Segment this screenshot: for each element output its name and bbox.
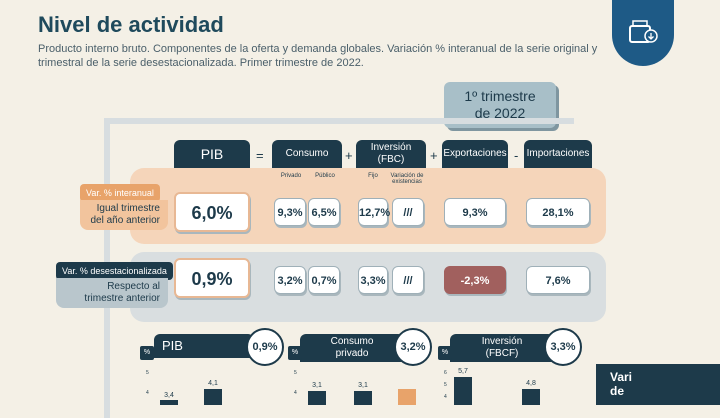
desc-desest-line1: Respecto al bbox=[107, 281, 160, 292]
mini-consumo-tick: 4 bbox=[294, 390, 297, 396]
mini-inversion-tick: 4 bbox=[444, 394, 447, 400]
desc-interanual-line2: del año anterior bbox=[90, 215, 161, 226]
logo-badge bbox=[612, 0, 674, 66]
mini-inversion-tick: 6 bbox=[444, 370, 447, 376]
mini-inversion-badge: 3,3% bbox=[544, 328, 582, 366]
inversion-label-line1: Inversión bbox=[370, 142, 412, 153]
inversion-header: Inversión (FBC) bbox=[356, 140, 426, 168]
mini-consumo-header: Consumo privado bbox=[300, 334, 404, 362]
mini-inversion-bar bbox=[522, 389, 540, 405]
inversion-label-line2: (FBC) bbox=[377, 154, 405, 165]
inversion-existencias-interanual: /// bbox=[392, 198, 424, 226]
mini-consumo-bar-highlight bbox=[398, 389, 416, 405]
privado-label: Privado bbox=[280, 173, 302, 179]
mini-inversion-bar bbox=[454, 377, 472, 405]
consumo-privado-interanual: 9,3% bbox=[274, 198, 306, 226]
operator-equals: = bbox=[256, 148, 264, 163]
mini-pib-tick: 5 bbox=[146, 370, 149, 376]
mini-inversion-bar-label: 5,7 bbox=[458, 368, 468, 375]
mini-consumo-title-line2: privado bbox=[335, 348, 369, 359]
exportaciones-interanual: 9,3% bbox=[444, 198, 506, 226]
inversion-fijo-interanual: 12,7% bbox=[358, 198, 390, 226]
mini-pib-pct: % bbox=[140, 346, 154, 360]
mini-consumo-tick: 5 bbox=[294, 370, 297, 376]
pib-desest-value: 0,9% bbox=[174, 258, 250, 298]
side-panel-line1: Vari bbox=[610, 370, 633, 384]
operator-plus-2: + bbox=[430, 148, 438, 163]
tag-interanual: Var. % interanual bbox=[80, 184, 160, 202]
consumo-publico-desest: 0,7% bbox=[308, 266, 340, 294]
consumo-label: Consumo bbox=[285, 148, 329, 159]
mini-consumo-title-line1: Consumo bbox=[330, 336, 374, 347]
mini-pib-bar bbox=[160, 400, 178, 405]
existencias-label: Variación de existencias bbox=[390, 173, 424, 185]
mini-inversion-bar-label: 4,8 bbox=[526, 380, 536, 387]
desc-interanual-line1: Igual trimestre bbox=[96, 203, 160, 214]
exportaciones-label: Exportaciones bbox=[443, 148, 507, 159]
inversion-fijo-desest: 3,3% bbox=[358, 266, 388, 294]
mini-inversion-title-line1: Inversión bbox=[481, 336, 523, 347]
inversion-existencias-desest: /// bbox=[392, 266, 424, 294]
period-line1: 1º trimestre bbox=[464, 88, 536, 104]
publico-label: Público bbox=[315, 173, 335, 179]
mini-consumo-pct: % bbox=[288, 346, 302, 360]
importaciones-label: Importaciones bbox=[526, 148, 590, 159]
mini-pib-bar-label: 4,1 bbox=[208, 380, 218, 387]
tag-desest: Var. % desestacionalizada bbox=[56, 262, 173, 280]
mini-consumo-bar-label: 3,1 bbox=[358, 382, 368, 389]
mini-pib-tick: 4 bbox=[146, 390, 149, 396]
mini-inversion-title-line2: (FBCF) bbox=[485, 348, 519, 359]
consumo-header: Consumo bbox=[272, 140, 342, 168]
operator-plus-1: + bbox=[345, 148, 353, 163]
mini-inversion-tick: 5 bbox=[444, 382, 447, 388]
mini-consumo-bar-label: 3,1 bbox=[312, 382, 322, 389]
pib-header: PIB bbox=[174, 140, 250, 168]
mini-inversion-pct: % bbox=[438, 346, 452, 360]
mini-consumo-badge: 3,2% bbox=[394, 328, 432, 366]
consumo-publico-interanual: 6,5% bbox=[308, 198, 340, 226]
importaciones-header: Importaciones bbox=[524, 140, 592, 168]
operator-minus: - bbox=[514, 148, 519, 163]
wallet-chart-icon bbox=[629, 20, 658, 43]
period-line2: de 2022 bbox=[474, 105, 526, 121]
mini-pib-bar bbox=[204, 389, 222, 405]
page-subtitle: Producto interno bruto. Componentes de l… bbox=[38, 43, 598, 69]
desc-desest-line2: trimestre anterior bbox=[84, 293, 160, 304]
mini-pib-header: PIB bbox=[154, 334, 254, 358]
side-panel: Vari de bbox=[596, 364, 720, 405]
importaciones-interanual: 28,1% bbox=[526, 198, 590, 226]
mini-pib-badge: 0,9% bbox=[246, 328, 284, 366]
exportaciones-desest: -2,3% bbox=[444, 266, 506, 294]
mini-pib-bar-label: 3,4 bbox=[164, 392, 174, 399]
importaciones-desest: 7,6% bbox=[526, 266, 590, 294]
side-panel-line2: de bbox=[610, 384, 625, 398]
desc-desest: Respecto al trimestre anterior bbox=[56, 278, 168, 308]
mini-consumo-bar bbox=[354, 391, 372, 405]
pib-interanual-value: 6,0% bbox=[174, 192, 250, 232]
desc-interanual: Igual trimestre del año anterior bbox=[80, 200, 168, 230]
mini-consumo-bar bbox=[308, 391, 326, 405]
fijo-label: Fijo bbox=[368, 173, 378, 179]
exportaciones-header: Exportaciones bbox=[442, 140, 508, 168]
consumo-privado-desest: 3,2% bbox=[274, 266, 306, 294]
page-title: Nivel de actividad bbox=[38, 12, 224, 37]
mini-inversion-header: Inversión (FBCF) bbox=[450, 334, 554, 362]
